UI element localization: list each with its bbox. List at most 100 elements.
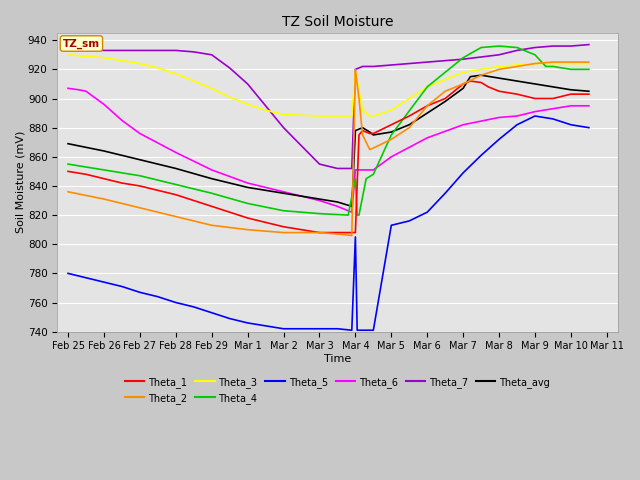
- Theta_7: [567, 43, 575, 49]
- Theta_5: [405, 218, 413, 224]
- Theta_avg: [467, 74, 474, 80]
- Theta_1: [369, 131, 377, 136]
- Theta_2: [460, 81, 467, 87]
- Theta_5: [567, 122, 575, 128]
- Theta_3: [82, 53, 90, 59]
- Theta_6: [244, 180, 252, 186]
- Theta_5: [585, 125, 593, 131]
- Theta_5: [64, 271, 72, 276]
- Theta_5: [136, 289, 144, 295]
- Theta_4: [351, 176, 359, 181]
- Theta_5: [351, 234, 359, 240]
- Theta_3: [424, 84, 431, 90]
- Theta_6: [64, 85, 72, 91]
- Theta_3: [549, 60, 557, 66]
- Theta_5: [362, 327, 370, 333]
- Theta_4: [344, 212, 352, 218]
- Theta_1: [172, 192, 180, 198]
- Theta_3: [172, 71, 180, 77]
- Theta_5: [531, 113, 539, 119]
- Theta_7: [64, 46, 72, 52]
- Theta_7: [348, 166, 356, 171]
- Theta_5: [262, 323, 269, 329]
- Theta_1: [467, 78, 474, 84]
- Theta_7: [244, 81, 252, 87]
- Theta_2: [244, 227, 252, 232]
- Theta_2: [549, 59, 557, 65]
- Theta_6: [136, 131, 144, 136]
- Theta_3: [64, 52, 72, 58]
- Theta_2: [567, 59, 575, 65]
- Theta_6: [549, 106, 557, 111]
- Theta_4: [362, 176, 370, 181]
- Theta_7: [172, 48, 180, 53]
- Theta_6: [369, 167, 377, 173]
- Theta_6: [316, 198, 323, 204]
- Line: Theta_1: Theta_1: [68, 81, 589, 233]
- Theta_avg: [369, 132, 377, 138]
- Theta_2: [316, 230, 323, 236]
- Line: Theta_2: Theta_2: [68, 62, 589, 236]
- Theta_3: [244, 101, 252, 107]
- Theta_3: [460, 70, 467, 75]
- Theta_avg: [460, 85, 467, 91]
- Theta_7: [82, 46, 90, 52]
- Theta_2: [495, 67, 503, 72]
- Theta_avg: [424, 110, 431, 116]
- Theta_3: [351, 68, 359, 74]
- Theta_3: [333, 113, 341, 119]
- Theta_7: [585, 42, 593, 48]
- Theta_7: [333, 166, 341, 171]
- Theta_avg: [208, 176, 216, 181]
- Theta_1: [355, 132, 363, 138]
- Theta_5: [357, 327, 365, 333]
- Theta_4: [567, 67, 575, 72]
- Theta_2: [387, 136, 395, 142]
- Theta_4: [353, 212, 361, 218]
- Theta_4: [64, 161, 72, 167]
- Theta_5: [333, 326, 341, 332]
- Theta_7: [226, 65, 234, 71]
- Theta_7: [513, 48, 521, 53]
- Theta_6: [513, 113, 521, 119]
- Theta_3: [262, 108, 269, 113]
- Theta_1: [262, 219, 269, 225]
- Theta_6: [333, 204, 341, 209]
- Line: Theta_3: Theta_3: [68, 55, 589, 116]
- Theta_2: [405, 125, 413, 131]
- Theta_1: [351, 230, 359, 236]
- Theta_3: [226, 94, 234, 100]
- Line: Theta_avg: Theta_avg: [68, 75, 589, 206]
- Theta_5: [355, 327, 363, 333]
- Theta_avg: [495, 75, 503, 81]
- Theta_5: [369, 327, 377, 333]
- Theta_4: [387, 132, 395, 138]
- Theta_4: [244, 201, 252, 206]
- Theta_avg: [348, 204, 356, 209]
- Theta_5: [442, 191, 449, 196]
- Theta_1: [477, 80, 485, 85]
- Theta_1: [244, 215, 252, 221]
- Theta_avg: [100, 148, 108, 154]
- Theta_7: [531, 45, 539, 50]
- Theta_5: [424, 209, 431, 215]
- Theta_3: [136, 60, 144, 66]
- Theta_1: [405, 113, 413, 119]
- Theta_7: [208, 52, 216, 58]
- Theta_1: [154, 188, 162, 193]
- Theta_avg: [567, 87, 575, 93]
- Theta_6: [118, 118, 125, 123]
- Theta_1: [359, 128, 367, 133]
- Theta_4: [355, 212, 363, 218]
- Theta_1: [298, 227, 305, 232]
- Theta_4: [477, 45, 485, 50]
- Theta_4: [136, 173, 144, 179]
- Theta_1: [226, 209, 234, 215]
- Theta_2: [208, 222, 216, 228]
- Theta_6: [387, 154, 395, 160]
- Theta_4: [316, 211, 323, 216]
- Theta_4: [280, 208, 287, 214]
- Theta_2: [531, 60, 539, 66]
- Theta_3: [366, 113, 374, 119]
- Theta_4: [513, 45, 521, 50]
